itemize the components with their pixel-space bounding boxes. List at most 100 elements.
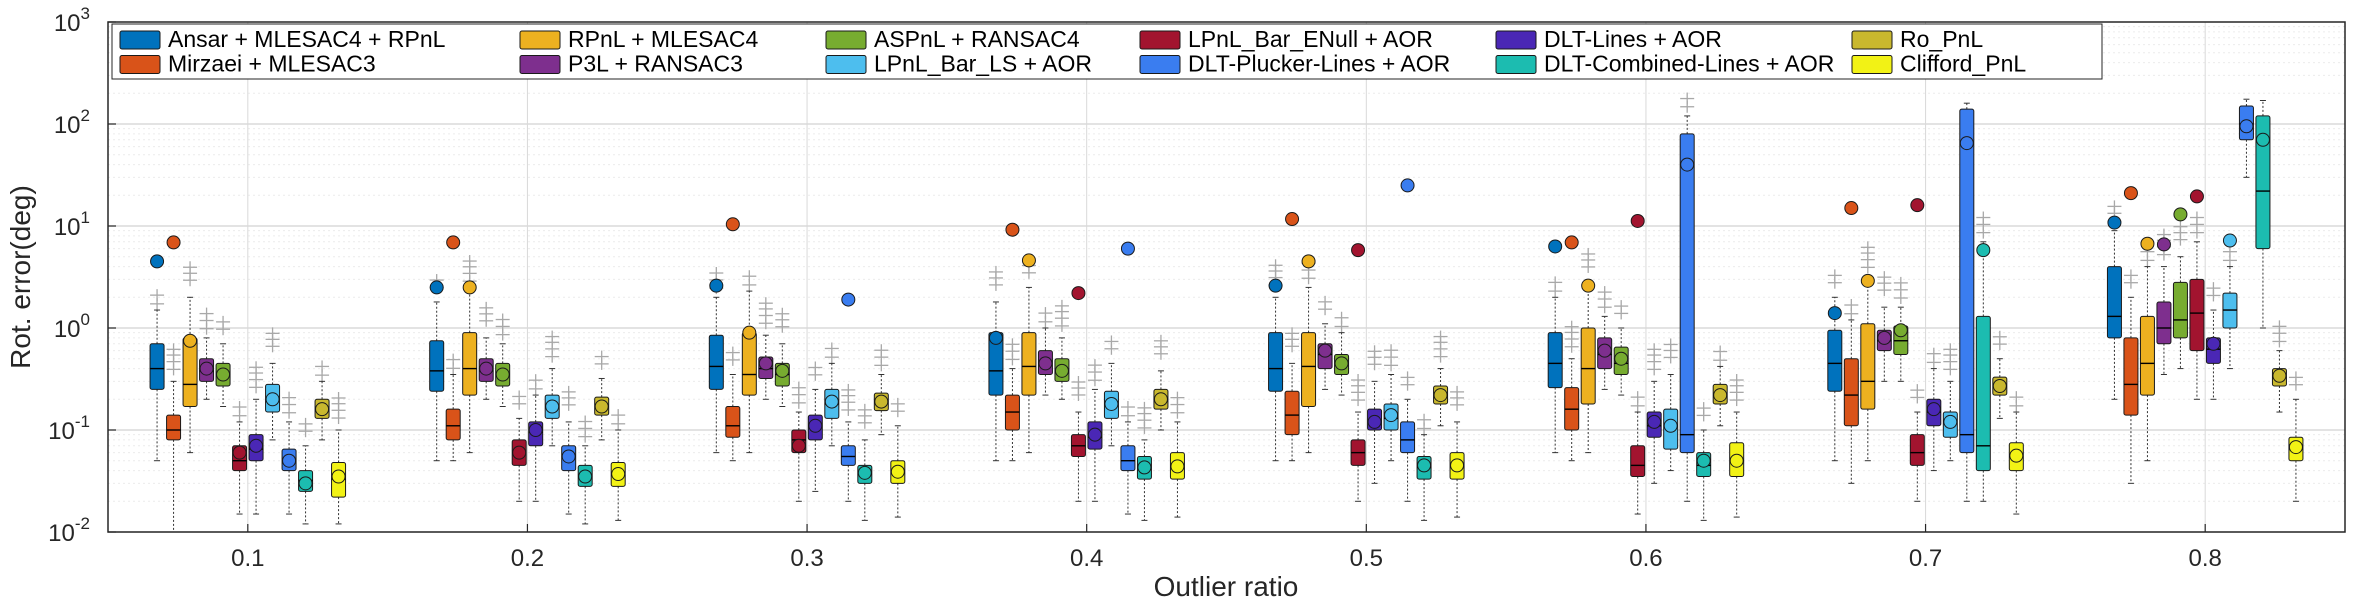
- x-tick-label: 0.5: [1350, 545, 1383, 572]
- mean-marker: [578, 469, 593, 484]
- box: [182, 337, 198, 407]
- mean-marker: [1860, 273, 1875, 288]
- mean-marker: [2107, 215, 2122, 230]
- legend-label: DLT-Plucker-Lines + AOR: [1188, 51, 1450, 77]
- mean-marker: [1926, 402, 1941, 417]
- mean-marker: [315, 402, 330, 417]
- box: [1547, 332, 1563, 389]
- box: [462, 332, 478, 396]
- mean-marker: [1104, 396, 1119, 411]
- box: [1580, 327, 1596, 405]
- x-tick-label: 0.4: [1070, 545, 1103, 572]
- mean-marker: [808, 418, 823, 433]
- mean-marker: [1713, 388, 1728, 403]
- box: [1284, 390, 1300, 436]
- mean-marker: [232, 445, 247, 460]
- mean-marker: [282, 453, 297, 468]
- y-tick-label: 10-1: [48, 412, 90, 445]
- legend-label: DLT-Lines + AOR: [1544, 26, 1722, 52]
- mean-marker: [1663, 418, 1678, 433]
- box: [1630, 445, 1646, 478]
- mean-marker: [429, 280, 444, 295]
- mean-marker: [1450, 458, 1465, 473]
- legend-swatch: [1851, 55, 1893, 74]
- box: [725, 405, 741, 438]
- mean-marker: [890, 464, 905, 479]
- mean-marker: [2288, 440, 2303, 455]
- mean-marker: [2206, 336, 2221, 351]
- box: [1021, 332, 1037, 396]
- box: [1268, 332, 1284, 392]
- box: [445, 408, 461, 441]
- mean-marker: [1614, 351, 1629, 366]
- legend-swatch: [519, 30, 561, 50]
- mean-marker: [1581, 278, 1596, 293]
- mean-marker: [758, 356, 773, 371]
- mean-marker: [1729, 453, 1744, 468]
- mean-marker: [1285, 212, 1300, 227]
- legend-swatch: [1139, 30, 1181, 50]
- mean-marker: [1844, 201, 1859, 216]
- box: [1843, 358, 1859, 427]
- box: [149, 343, 165, 390]
- x-tick-label: 0.8: [2189, 545, 2222, 572]
- mean-marker: [199, 361, 214, 376]
- box: [2172, 281, 2188, 339]
- mean-marker: [512, 445, 527, 460]
- mean-marker: [1400, 178, 1415, 193]
- mean-marker: [2140, 236, 2155, 251]
- mean-marker: [265, 392, 280, 407]
- mean-marker: [2255, 132, 2270, 147]
- legend-label: LPnL_Bar_LS + AOR: [874, 51, 1092, 77]
- box: [741, 332, 757, 396]
- legend-swatch: [1495, 30, 1537, 50]
- y-axis-label: Rot. error(deg): [5, 185, 36, 369]
- mean-marker: [1992, 379, 2007, 394]
- box: [1120, 445, 1136, 472]
- mean-marker: [216, 367, 231, 382]
- mean-marker: [1318, 343, 1333, 358]
- mean-marker: [446, 235, 461, 250]
- mean-marker: [331, 469, 346, 484]
- box: [2123, 337, 2139, 416]
- box: [1959, 108, 1975, 454]
- mean-marker: [1120, 241, 1135, 256]
- legend-swatch: [825, 30, 867, 50]
- mean-marker: [545, 399, 560, 414]
- mean-marker: [1647, 414, 1662, 429]
- legend-swatch: [825, 55, 867, 74]
- mean-marker: [2272, 368, 2287, 383]
- mean-marker: [594, 399, 609, 414]
- mean-marker: [561, 449, 576, 464]
- mean-marker: [1038, 356, 1053, 371]
- x-tick-label: 0.3: [790, 545, 823, 572]
- mean-marker: [1877, 330, 1892, 345]
- mean-marker: [1548, 239, 1563, 254]
- mean-marker: [1301, 254, 1316, 269]
- box: [166, 414, 182, 441]
- mean-marker: [183, 333, 198, 348]
- box: [1679, 133, 1695, 454]
- box: [2139, 315, 2155, 396]
- legend-label: LPnL_Bar_ENull + AOR: [1188, 26, 1433, 52]
- mean-marker: [2173, 207, 2188, 222]
- mean-marker: [2009, 448, 2024, 463]
- box: [2189, 278, 2205, 352]
- legend-swatch: [1495, 55, 1537, 74]
- mean-marker: [1893, 323, 1908, 338]
- mean-marker: [2222, 233, 2237, 248]
- y-tick-label: 102: [54, 106, 90, 139]
- mean-marker: [1976, 243, 1991, 258]
- mean-marker: [462, 280, 477, 295]
- mean-marker: [298, 476, 313, 491]
- mean-marker: [249, 438, 264, 453]
- legend-label: Ro_PnL: [1900, 26, 1983, 52]
- mean-marker: [1137, 460, 1152, 475]
- mean-marker: [1827, 306, 1842, 321]
- y-tick-label: 103: [54, 4, 90, 37]
- mean-marker: [824, 394, 839, 409]
- legend-label: P3L + RANSAC3: [568, 51, 743, 77]
- x-tick-label: 0.6: [1629, 545, 1662, 572]
